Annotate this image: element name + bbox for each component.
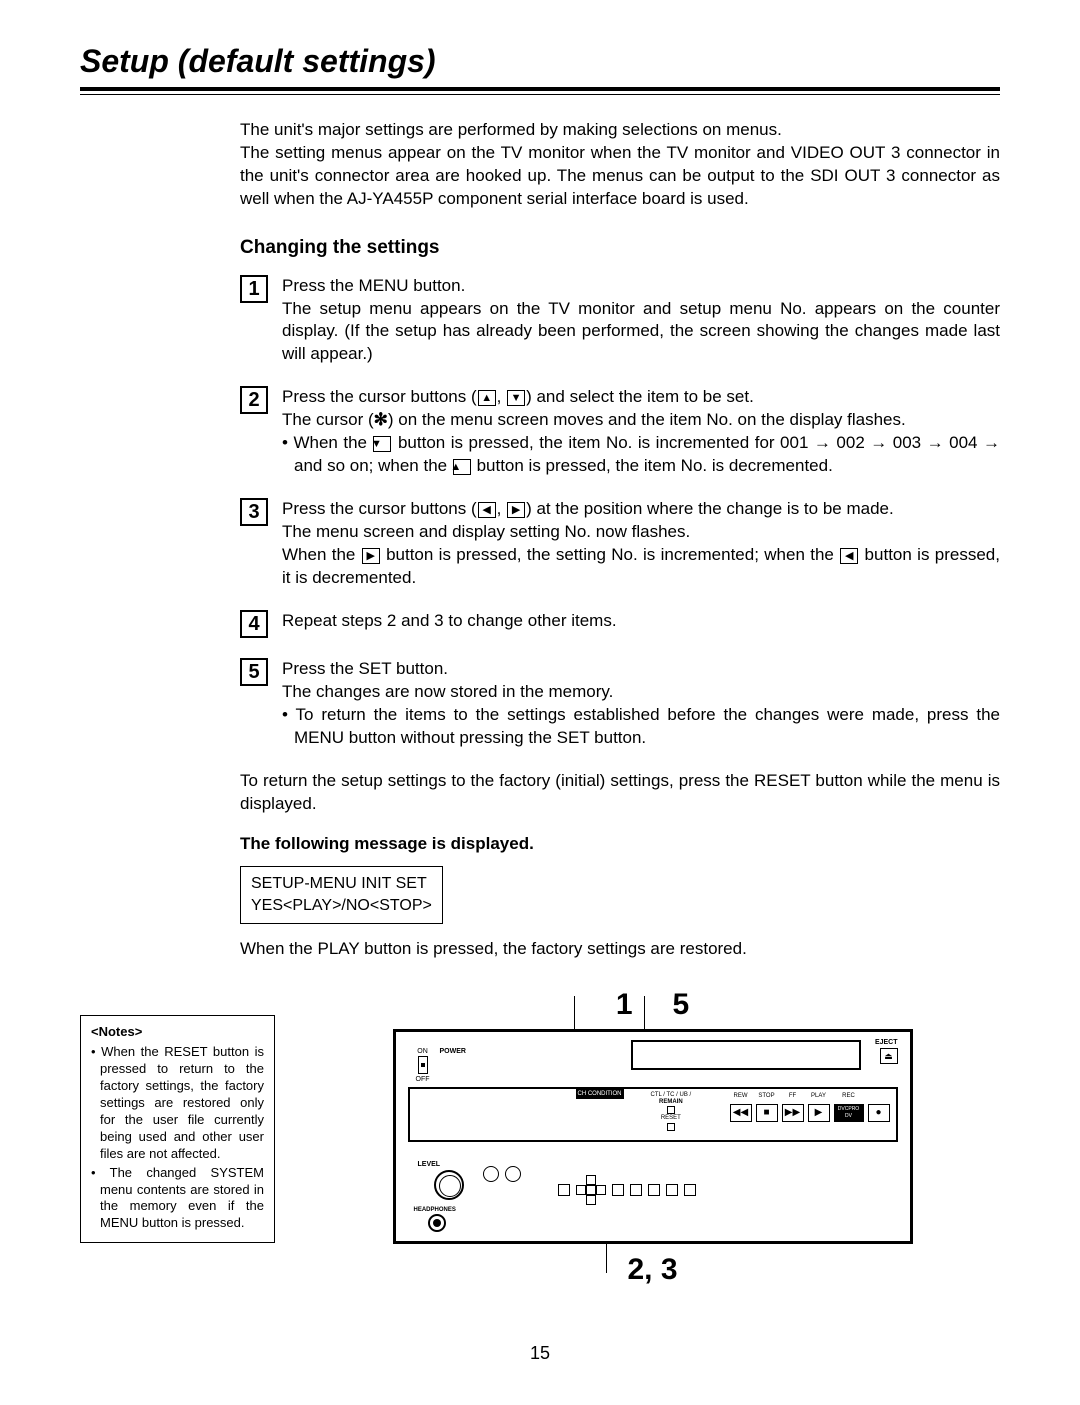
factory-reset-text: To return the setup settings to the fact… bbox=[240, 770, 1000, 816]
stop-label: STOP bbox=[756, 1092, 778, 1100]
power-off-label: OFF bbox=[414, 1076, 432, 1084]
ctl-button-icon bbox=[667, 1106, 675, 1114]
step-2-bullet-1: • When the ▼ button is pressed, the item… bbox=[282, 432, 1000, 478]
rec-label: REC bbox=[834, 1092, 864, 1100]
step-3-line-3: When the ▶ button is pressed, the settin… bbox=[282, 544, 1000, 590]
step-1-number: 1 bbox=[240, 275, 268, 303]
intro-line-1: The unit's major settings are performed … bbox=[240, 119, 1000, 142]
step-5-line-1: Press the SET button. bbox=[282, 658, 1000, 681]
set-button-icon bbox=[612, 1184, 624, 1196]
headphones-label: HEADPHONES bbox=[414, 1206, 456, 1214]
message-box: SETUP-MENU INIT SET YES<PLAY>/NO<STOP> bbox=[240, 866, 443, 923]
step-1-line-1: Press the MENU button. bbox=[282, 275, 1000, 298]
cursor-up-icon: ▲ bbox=[478, 390, 496, 406]
ch-condition-label: CH CONDITION bbox=[576, 1089, 624, 1099]
message-line-1: SETUP-MENU INIT SET bbox=[251, 873, 432, 895]
step-5-number: 5 bbox=[240, 658, 268, 686]
step-3-line-1: Press the cursor buttons (◀, ▶) at the p… bbox=[282, 498, 1000, 521]
callout-line-top-5 bbox=[644, 996, 646, 1032]
message-line-2: YES<PLAY>/NO<STOP> bbox=[251, 895, 432, 917]
level-knob-icon bbox=[434, 1170, 464, 1200]
lower-panel: LEVEL HEADPHONES bbox=[408, 1152, 898, 1233]
step-1: 1 Press the MENU button. The setup menu … bbox=[240, 275, 1000, 367]
after-message-text: When the PLAY button is pressed, the fac… bbox=[240, 938, 1000, 961]
cursor-star-icon: ✻ bbox=[374, 410, 388, 429]
rew-label: REW bbox=[730, 1092, 752, 1100]
step-2-number: 2 bbox=[240, 386, 268, 414]
cursor-up-icon: ▲ bbox=[453, 459, 471, 475]
cursor-left-icon: ◀ bbox=[840, 548, 858, 564]
ctrl-button-icon bbox=[630, 1184, 642, 1196]
small-knobs bbox=[483, 1166, 521, 1182]
step-2: 2 Press the cursor buttons (▲, ▼) and se… bbox=[240, 386, 1000, 478]
notes-box: <Notes> • When the RESET button is press… bbox=[80, 1015, 275, 1244]
tape-slot bbox=[631, 1040, 861, 1070]
callout-bottom: 2, 3 bbox=[305, 1250, 1000, 1291]
step-5-line-2: The changes are now stored in the memory… bbox=[282, 681, 1000, 704]
callout-top: 15 bbox=[305, 985, 1000, 1026]
ctl-area: CTL / TC / UB / REMAIN RESET bbox=[651, 1092, 692, 1132]
notes-title: <Notes> bbox=[91, 1024, 264, 1041]
step-3-number: 3 bbox=[240, 498, 268, 526]
ctrl-button-icon bbox=[684, 1184, 696, 1196]
intro-line-2: The setting menus appear on the TV monit… bbox=[240, 142, 1000, 211]
knob-icon bbox=[505, 1166, 521, 1182]
callout-5: 5 bbox=[673, 988, 690, 1021]
callout-1: 1 bbox=[616, 988, 633, 1021]
notes-item-2: • The changed SYSTEM menu contents are s… bbox=[91, 1165, 264, 1233]
ff-label: FF bbox=[782, 1092, 804, 1100]
stop-button: ■ bbox=[756, 1104, 778, 1122]
step-5: 5 Press the SET button. The changes are … bbox=[240, 658, 1000, 750]
step-5-bullet-1: • To return the items to the settings es… bbox=[282, 704, 1000, 750]
device-column: 15 EJECT ⏏ ON POWER OFF CH CONDITION CTL… bbox=[305, 985, 1000, 1291]
rew-button: ◀◀ bbox=[730, 1104, 752, 1122]
intro-block: The unit's major settings are performed … bbox=[240, 119, 1000, 211]
play-label: PLAY bbox=[808, 1092, 830, 1100]
knob-icon bbox=[483, 1166, 499, 1182]
cursor-left-icon: ◀ bbox=[478, 502, 496, 518]
reset-label: RESET bbox=[651, 1115, 692, 1122]
dvcpro-button: DVCPRO DV bbox=[834, 1104, 864, 1122]
subheading: Changing the settings bbox=[240, 235, 1000, 261]
step-3: 3 Press the cursor buttons (◀, ▶) at the… bbox=[240, 498, 1000, 590]
power-area: ON POWER OFF bbox=[414, 1048, 432, 1083]
callout-line-top-1 bbox=[574, 996, 576, 1032]
rec-button: ● bbox=[868, 1104, 890, 1122]
cursor-pad-icon bbox=[576, 1175, 606, 1205]
headphones-jack-icon bbox=[428, 1214, 446, 1232]
page-number: 15 bbox=[80, 1341, 1000, 1365]
ctrl-button-icon bbox=[666, 1184, 678, 1196]
menu-set-controls bbox=[558, 1170, 898, 1210]
power-label: POWER bbox=[440, 1048, 466, 1056]
cursor-right-icon: ▶ bbox=[362, 548, 380, 564]
lower-section: <Notes> • When the RESET button is press… bbox=[80, 985, 1000, 1291]
eject-button: ⏏ bbox=[880, 1048, 898, 1064]
cursor-down-icon: ▼ bbox=[373, 436, 391, 452]
device-diagram: EJECT ⏏ ON POWER OFF CH CONDITION CTL / … bbox=[393, 1029, 913, 1244]
reset-button-icon bbox=[667, 1123, 675, 1131]
steps-block: 1 Press the MENU button. The setup menu … bbox=[240, 275, 1000, 961]
step-1-line-2: The setup menu appears on the TV monitor… bbox=[282, 298, 1000, 367]
menu-button-icon bbox=[558, 1184, 570, 1196]
power-switch-icon bbox=[418, 1056, 428, 1074]
notes-item-1: • When the RESET button is pressed to re… bbox=[91, 1044, 264, 1162]
step-4: 4 Repeat steps 2 and 3 to change other i… bbox=[240, 610, 1000, 638]
eject-label: EJECT bbox=[875, 1038, 898, 1047]
play-button: ▶ bbox=[808, 1104, 830, 1122]
ff-button: ▶▶ bbox=[782, 1104, 804, 1122]
step-3-line-2: The menu screen and display setting No. … bbox=[282, 521, 1000, 544]
step-4-number: 4 bbox=[240, 610, 268, 638]
cursor-right-icon: ▶ bbox=[507, 502, 525, 518]
callout-line-bottom bbox=[606, 1241, 608, 1273]
step-2-line-1: Press the cursor buttons (▲, ▼) and sele… bbox=[282, 386, 1000, 409]
step-4-line-1: Repeat steps 2 and 3 to change other ite… bbox=[282, 610, 1000, 633]
message-label: The following message is displayed. bbox=[240, 833, 1000, 856]
transport-buttons: REW STOP FF PLAY REC ◀◀ ■ ▶▶ ▶ DVCPRO DV… bbox=[730, 1104, 890, 1122]
page-title: Setup (default settings) bbox=[80, 40, 1000, 91]
cursor-down-icon: ▼ bbox=[507, 390, 525, 406]
power-on-label: ON bbox=[414, 1048, 432, 1056]
level-label: LEVEL bbox=[418, 1160, 441, 1169]
step-2-line-2: The cursor (✻) on the menu screen moves … bbox=[282, 409, 1000, 432]
ctrl-button-icon bbox=[648, 1184, 660, 1196]
